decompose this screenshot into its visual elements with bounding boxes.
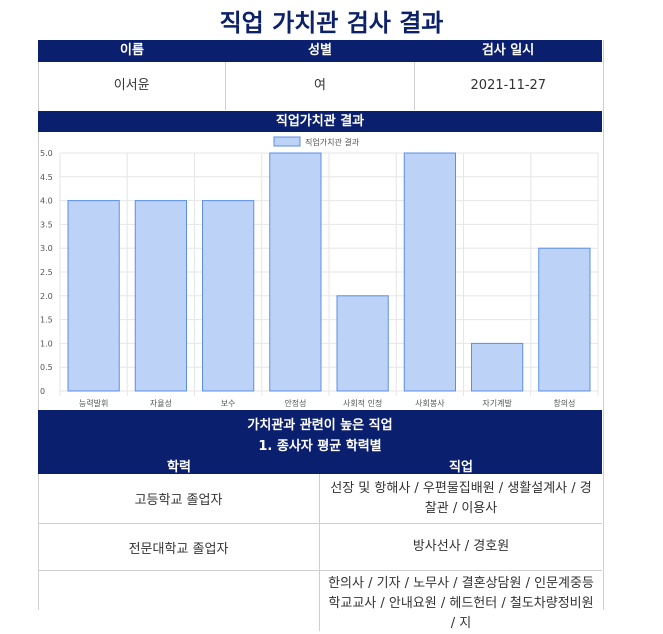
- bar: [471, 342, 524, 392]
- x-tick-label: 능력발휘: [79, 398, 108, 408]
- y-tick-label: 3.5: [40, 220, 53, 229]
- bar: [269, 152, 322, 392]
- jobs-title: 가치관과 관련이 높은 직업: [247, 418, 393, 433]
- bar: [67, 200, 120, 392]
- y-tick-label: 4.5: [40, 173, 53, 182]
- legend-label: 직업가치관 결과: [305, 137, 360, 147]
- col-header-jobs: 직업: [449, 460, 473, 475]
- education-cell: 고등학교 졸업자: [38, 474, 320, 523]
- bar: [403, 152, 456, 392]
- bar: [134, 200, 187, 392]
- y-tick-label: 4.0: [40, 197, 53, 206]
- y-tick-label: 1.0: [40, 339, 53, 348]
- info-header-row: 이름 성별 검사 일시: [38, 40, 602, 62]
- y-tick-label: 3.0: [40, 244, 53, 253]
- x-tick-label: 자율성: [150, 399, 172, 408]
- header-gender: 성별: [308, 43, 332, 58]
- jobs-section-header: 가치관과 관련이 높은 직업 1. 종사자 평균 학력별 학력 직업: [38, 410, 602, 475]
- col-header-education: 학력: [167, 460, 191, 475]
- x-tick-label: 보수: [221, 399, 236, 408]
- table-row: 전문대학교 졸업자 방사선사 / 경호원: [38, 524, 602, 571]
- jobs-subtitle: 1. 종사자 평균 학력별: [258, 439, 382, 454]
- x-tick-label: 사회적 인정: [343, 398, 382, 408]
- table-row: 한의사 / 기자 / 노무사 / 결혼상담원 / 인문계중등학교교사 / 안내요…: [38, 571, 602, 631]
- header-name: 이름: [120, 43, 144, 58]
- value-test-date: 2021-11-27: [470, 78, 547, 93]
- y-tick-label: 0.5: [40, 363, 53, 372]
- y-tick-label: 1.5: [40, 316, 53, 325]
- y-tick-label: 2.5: [40, 268, 53, 277]
- bar: [538, 247, 591, 392]
- legend-swatch: [273, 136, 301, 147]
- bar: [202, 200, 255, 392]
- report-frame: [38, 40, 604, 610]
- value-gender: 여: [226, 62, 415, 110]
- chart-section-header: 직업가치관 결과: [38, 111, 602, 132]
- bar: [336, 295, 389, 392]
- x-tick-label: 안정성: [284, 398, 306, 408]
- jobs-cell: 한의사 / 기자 / 노무사 / 결혼상담원 / 인문계중등학교교사 / 안내요…: [328, 576, 594, 631]
- jobs-cell: 선장 및 항해사 / 우편물집배원 / 생활설계사 / 경찰관 / 이용사: [330, 480, 592, 516]
- page-title: 직업 가치관 검사 결과: [219, 9, 444, 37]
- value-name: 이서윤: [38, 62, 227, 110]
- x-tick-label: 창의성: [553, 398, 575, 408]
- y-tick-label: 2.0: [40, 292, 53, 301]
- values-bar-chart: 5.0 4.5 4.0 3.5 3.0 2.5 2.0 1.5 1.0 0.5 0 능력발휘 자율성 보수…: [40, 136, 599, 408]
- table-row: 고등학교 졸업자 선장 및 항해사 / 우편물집배원 / 생활설계사 / 경찰관…: [38, 474, 602, 524]
- education-cell: [38, 571, 320, 631]
- x-tick-label: 자기계발: [482, 398, 512, 408]
- y-tick-label: 5.0: [40, 149, 53, 158]
- info-value-row: 이서윤 여 2021-11-27: [38, 62, 602, 110]
- header-test-date: 검사 일시: [481, 43, 535, 58]
- jobs-cell: 방사선사 / 경호원: [412, 539, 510, 554]
- y-tick-label: 0: [40, 387, 45, 396]
- x-tick-label: 사회봉사: [415, 399, 445, 408]
- education-cell: 전문대학교 졸업자: [38, 524, 320, 570]
